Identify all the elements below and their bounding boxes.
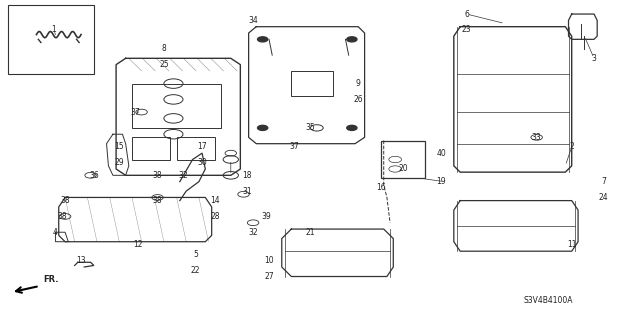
Text: 3: 3 xyxy=(591,54,596,63)
Text: 1: 1 xyxy=(51,25,56,34)
Text: 16: 16 xyxy=(376,183,385,192)
Text: FR.: FR. xyxy=(43,275,58,285)
Bar xyxy=(381,141,425,178)
Text: 23: 23 xyxy=(461,25,472,34)
Text: 18: 18 xyxy=(242,171,252,180)
Text: 17: 17 xyxy=(197,142,207,151)
Text: 9: 9 xyxy=(356,79,361,88)
Text: 2: 2 xyxy=(570,142,574,151)
Text: 35: 35 xyxy=(305,123,316,132)
Circle shape xyxy=(347,125,357,130)
Text: 37: 37 xyxy=(290,142,300,151)
Text: 40: 40 xyxy=(436,149,446,158)
Text: 13: 13 xyxy=(76,256,86,265)
Text: 22: 22 xyxy=(191,266,200,275)
Text: 29: 29 xyxy=(115,158,124,167)
Text: 38: 38 xyxy=(153,171,163,180)
Bar xyxy=(177,137,215,160)
Text: 6: 6 xyxy=(464,10,469,19)
Text: 32: 32 xyxy=(178,171,188,180)
Text: S3V4B4100A: S3V4B4100A xyxy=(524,296,573,305)
Text: 34: 34 xyxy=(248,16,258,25)
Bar xyxy=(132,84,221,128)
Text: 27: 27 xyxy=(264,272,274,281)
Text: 5: 5 xyxy=(193,250,198,259)
Text: 32: 32 xyxy=(248,228,258,237)
Text: 31: 31 xyxy=(242,187,252,196)
Text: 26: 26 xyxy=(353,95,363,104)
Text: 39: 39 xyxy=(261,212,271,221)
Text: 24: 24 xyxy=(599,193,609,202)
Text: 4: 4 xyxy=(53,228,58,237)
Bar xyxy=(8,4,94,74)
Text: 37: 37 xyxy=(131,108,140,116)
Text: 12: 12 xyxy=(134,241,143,249)
Text: 38: 38 xyxy=(153,196,163,205)
Text: 38: 38 xyxy=(57,212,67,221)
Text: 38: 38 xyxy=(60,196,70,205)
Text: 33: 33 xyxy=(532,133,541,142)
Text: 28: 28 xyxy=(210,212,220,221)
Circle shape xyxy=(347,37,357,42)
Text: 11: 11 xyxy=(567,241,577,249)
Text: 20: 20 xyxy=(398,165,408,174)
Text: 7: 7 xyxy=(601,177,606,186)
Text: 15: 15 xyxy=(115,142,124,151)
Text: 14: 14 xyxy=(210,196,220,205)
Text: 30: 30 xyxy=(197,158,207,167)
Text: 21: 21 xyxy=(306,228,315,237)
Text: 19: 19 xyxy=(436,177,446,186)
Text: 10: 10 xyxy=(264,256,274,265)
Text: 36: 36 xyxy=(89,171,99,180)
Circle shape xyxy=(257,37,268,42)
Text: 25: 25 xyxy=(159,60,169,69)
Text: 8: 8 xyxy=(161,44,166,53)
Circle shape xyxy=(257,125,268,130)
Bar xyxy=(132,137,170,160)
Bar xyxy=(291,71,333,96)
